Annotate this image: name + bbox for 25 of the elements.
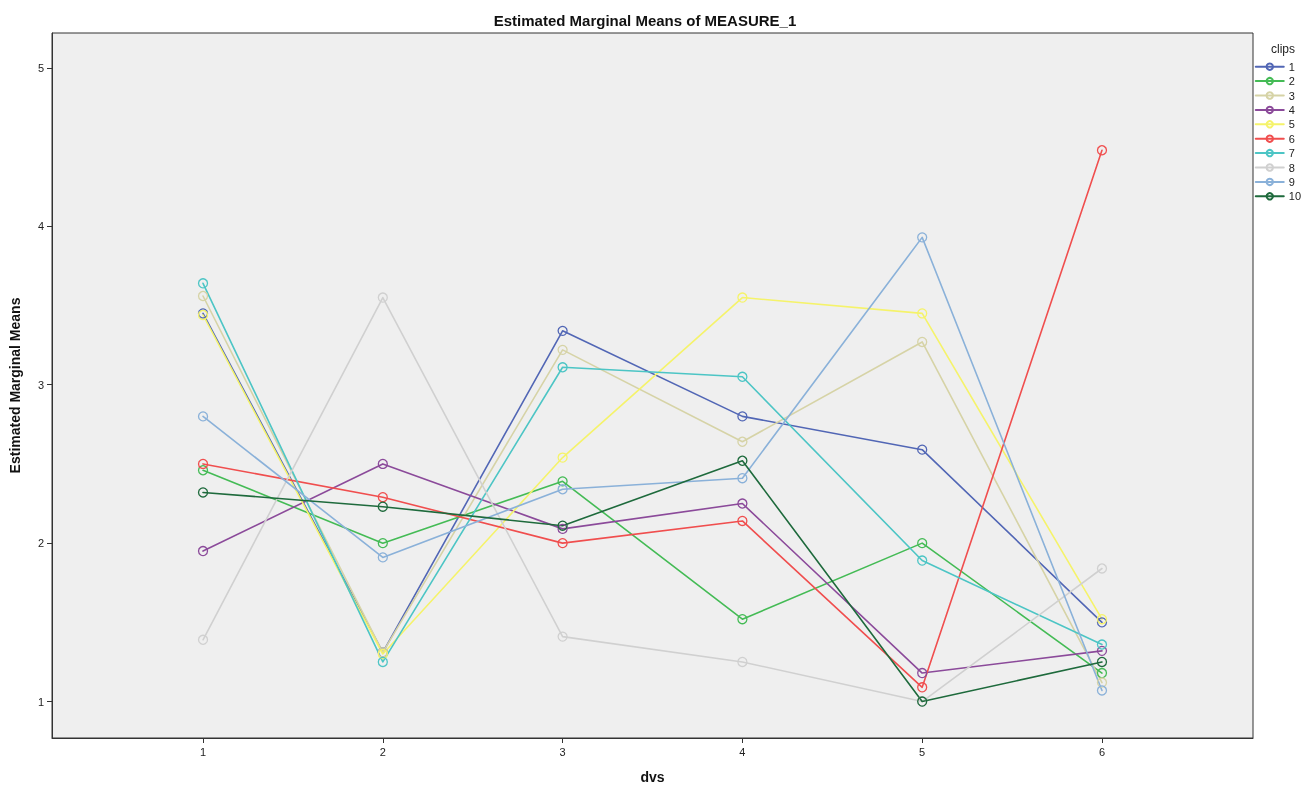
y-tick-label: 2 — [37, 537, 44, 550]
legend-label: 4 — [1288, 103, 1295, 116]
legend-label: 5 — [1288, 118, 1295, 131]
x-tick-label: 3 — [559, 745, 566, 758]
legend-label: 8 — [1288, 161, 1295, 174]
y-tick-label: 4 — [37, 220, 44, 233]
y-tick-label: 5 — [37, 61, 44, 74]
y-tick-label: 3 — [37, 378, 44, 391]
legend-title: clips — [1270, 42, 1296, 56]
x-tick-label: 5 — [919, 745, 926, 758]
y-axis-title: Estimated Marginal Means — [7, 297, 23, 474]
legend-label: 1 — [1288, 60, 1295, 73]
x-tick-label: 6 — [1098, 745, 1106, 758]
x-tick-label: 4 — [739, 745, 746, 758]
legend-label: 7 — [1288, 147, 1295, 160]
x-tick-label: 2 — [379, 745, 386, 758]
legend-label: 9 — [1288, 175, 1295, 188]
legend-label: 3 — [1288, 89, 1295, 102]
legend-label: 10 — [1288, 190, 1302, 203]
x-axis-title: dvs — [640, 769, 665, 785]
legend-label: 6 — [1288, 132, 1295, 145]
x-tick-label: 1 — [199, 745, 207, 758]
chart-title: Estimated Marginal Means of MEASURE_1 — [493, 12, 797, 29]
legend-label: 2 — [1288, 75, 1295, 88]
y-tick-label: 1 — [37, 695, 44, 708]
